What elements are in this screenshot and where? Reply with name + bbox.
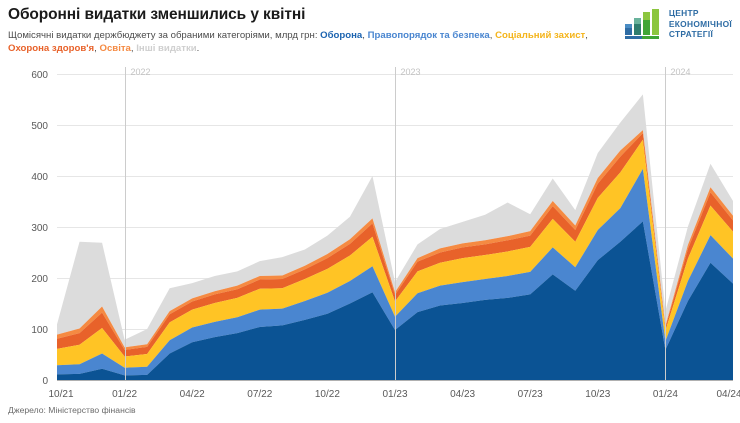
x-tick-label: 01/23 xyxy=(382,389,407,400)
x-tick-label: 07/22 xyxy=(247,389,272,400)
year-label-2023: 2023 xyxy=(401,67,421,77)
subtitle-prefix: Щомісячні видатки держбюджету за обраним… xyxy=(8,30,318,41)
y-tick-label: 200 xyxy=(31,274,48,285)
x-tick-label: 10/22 xyxy=(315,389,340,400)
legend-sep-1: , xyxy=(489,30,493,41)
y-tick-label: 300 xyxy=(31,223,48,234)
y-tick-label: 600 xyxy=(31,70,48,81)
chart-container: 2022 2023 2024 0 100 200 300 400 500 600 10/21 01/… xyxy=(0,62,740,400)
legend-item-inshi: Інші видатки xyxy=(136,42,197,54)
logo-line-3: Стратегії xyxy=(668,29,714,40)
area-series-group xyxy=(57,94,733,380)
legend-item-socialnyi: Соціальний захист xyxy=(495,30,586,41)
x-tick-label: 10/23 xyxy=(585,389,610,400)
y-tick-label: 500 xyxy=(31,121,48,132)
logo-line-2: Економічної xyxy=(668,18,732,29)
legend-sep-0: , xyxy=(362,30,365,41)
bar-chart-logo-icon xyxy=(624,9,659,39)
legend-item-oborona: Оборона xyxy=(320,30,363,41)
legend-sep-4: , xyxy=(130,42,134,54)
area-series-0 xyxy=(57,221,733,380)
source-note: Джерело: Міністерство фінансів xyxy=(8,405,136,415)
x-tick-label: 10/21 xyxy=(48,389,73,400)
logo-text: Центр Економічної Стратегії xyxy=(669,8,732,40)
axis-labels-group: 0 100 200 300 400 500 600 10/21 01/22 04/22 07/22 1… xyxy=(31,70,740,400)
year-label-2024: 2024 xyxy=(671,67,691,77)
chart-header: Оборонні видатки зменшились у квітні Щом… xyxy=(0,0,740,62)
x-tick-label: 04/24 xyxy=(716,389,740,400)
logo-line-1: Центр xyxy=(668,8,699,19)
x-tick-label: 01/24 xyxy=(653,389,678,400)
y-tick-label: 0 xyxy=(42,376,48,387)
page-title: Оборонні видатки зменшились у квітні xyxy=(8,6,306,23)
year-label-2022: 2022 xyxy=(131,67,151,77)
area-series-5 xyxy=(57,94,733,348)
legend-sep-5: . xyxy=(196,42,200,54)
legend-sep-2: , xyxy=(585,30,588,41)
legend-item-ohorona: Охорона здоров'я xyxy=(8,42,95,54)
x-tick-label: 01/22 xyxy=(112,389,137,400)
organization-logo: Центр Економічної Стратегії xyxy=(624,8,732,40)
stacked-area-chart: 2022 2023 2024 0 100 200 300 400 500 600 10/21 01/… xyxy=(31,67,740,400)
legend-sep-3: , xyxy=(94,42,97,54)
y-tick-label: 400 xyxy=(31,172,48,183)
chart-subtitle-legend: Щомісячні видатки держбюджету за обраним… xyxy=(8,30,608,55)
legend-item-osvita: Освіта xyxy=(99,42,131,54)
area-series-2 xyxy=(57,139,733,368)
x-tick-label: 04/22 xyxy=(180,389,205,400)
x-tick-label: 07/23 xyxy=(518,389,543,400)
x-tick-label: 04/23 xyxy=(450,389,475,400)
year-dividers-group: 2022 2023 2024 xyxy=(125,67,691,380)
area-series-1 xyxy=(57,168,733,376)
y-tick-label: 100 xyxy=(31,325,48,336)
legend-item-pravoporyadok: Правопорядок та безпека xyxy=(367,30,490,41)
